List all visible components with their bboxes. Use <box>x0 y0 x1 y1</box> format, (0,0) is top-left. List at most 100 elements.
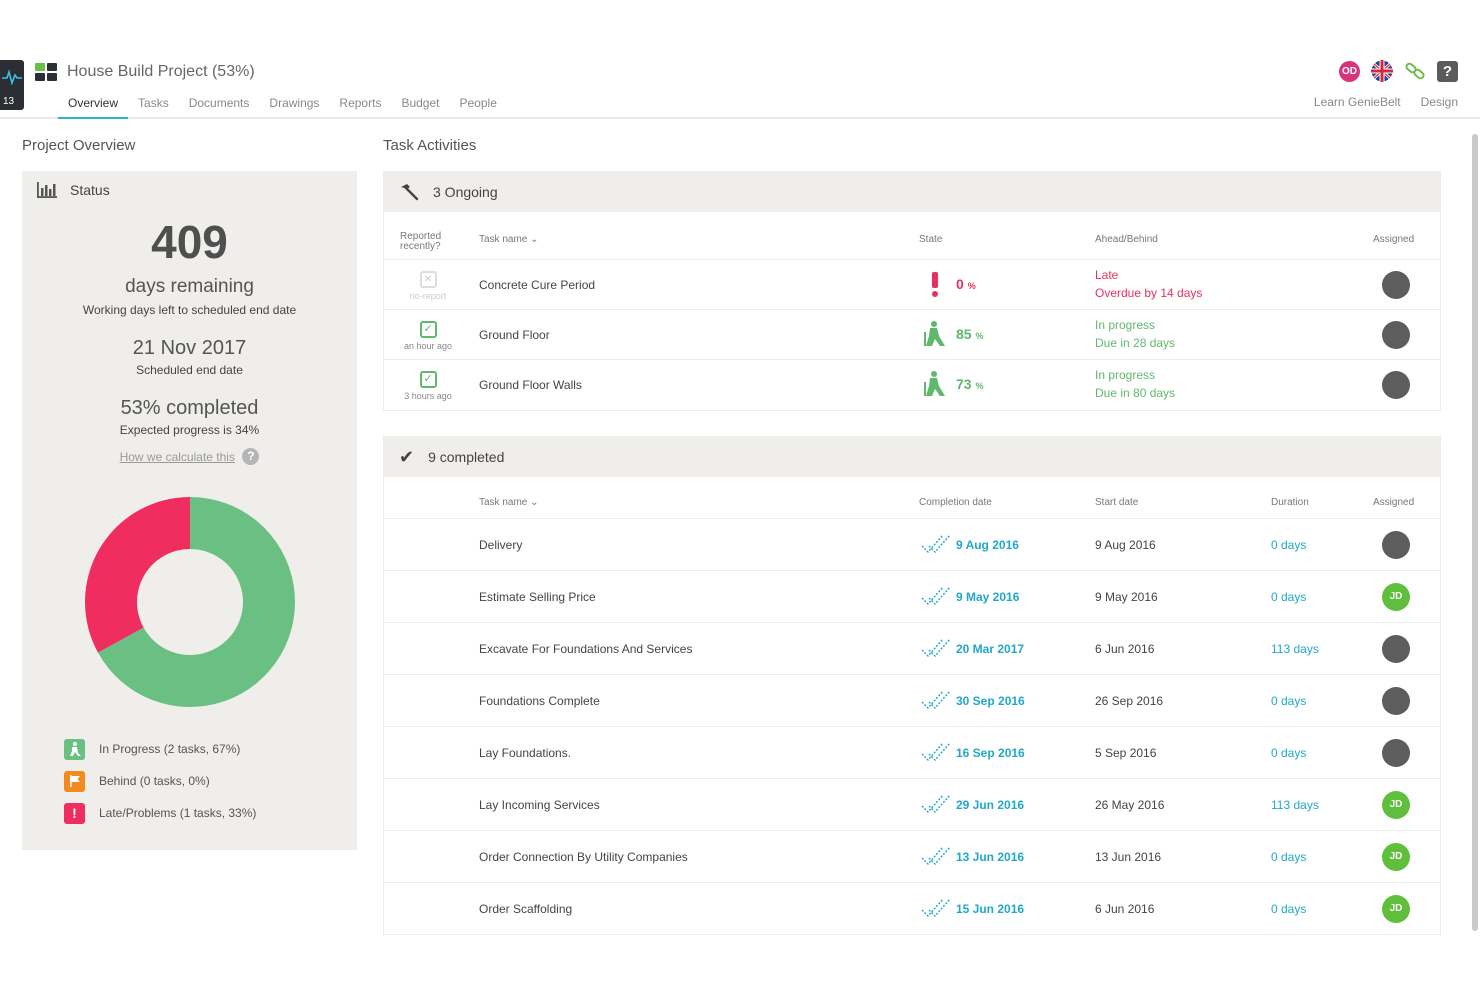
tab-drawings[interactable]: Drawings <box>269 96 320 110</box>
start-date: 9 May 2016 <box>1095 590 1158 604</box>
completed-header[interactable]: ✔ 9 completed <box>384 437 1440 477</box>
state-percent: 0 % <box>956 276 976 292</box>
col-assigned: Assigned <box>1373 234 1415 245</box>
tab-budget[interactable]: Budget <box>401 96 440 110</box>
table-row[interactable]: Foundations Complete 30 Sep 2016 26 Sep … <box>384 675 1440 727</box>
status-sub: Overdue by 14 days <box>1095 286 1203 300</box>
start-date: 26 May 2016 <box>1095 798 1165 812</box>
pulse-icon <box>2 69 22 86</box>
ongoing-title: 3 Ongoing <box>433 184 498 200</box>
col-duration: Duration <box>1271 497 1309 508</box>
task-activities-title: Task Activities <box>383 137 477 154</box>
task-name[interactable]: Foundations Complete <box>479 694 600 708</box>
task-name[interactable]: Concrete Cure Period <box>479 278 596 292</box>
tab-reports[interactable]: Reports <box>339 96 382 110</box>
learn-link[interactable]: Learn GenieBelt <box>1313 95 1401 109</box>
completed-value: 53% completed <box>120 397 259 419</box>
task-name[interactable]: Lay Incoming Services <box>479 798 600 812</box>
top-links: Learn GenieBelt Design <box>1314 95 1458 109</box>
completed-rows: Delivery 9 Aug 2016 9 Aug 2016 0 days Es… <box>384 519 1440 935</box>
task-name[interactable]: Lay Foundations. <box>479 746 572 760</box>
status-text: In progress <box>1095 318 1156 332</box>
user-avatar[interactable]: OD <box>1339 60 1360 82</box>
assignee-avatar-jd[interactable]: JD <box>1382 583 1410 611</box>
double-check-icon <box>921 896 951 923</box>
assignee-avatar-jd[interactable]: JD <box>1382 843 1410 871</box>
completed-tasks-card: ✔ 9 completed Task name ⌄ Completion dat… <box>383 436 1441 936</box>
activity-pulse-button[interactable]: 13 <box>0 60 24 110</box>
assignee-avatar-jd[interactable]: JD <box>1382 895 1410 923</box>
task-name[interactable]: Ground Floor Walls <box>479 378 582 392</box>
task-name[interactable]: Estimate Selling Price <box>479 590 596 604</box>
reported-cell: ✓ an hour ago <box>390 319 466 351</box>
table-row[interactable]: Excavate For Foundations And Services 20… <box>384 623 1440 675</box>
status-donut-chart <box>85 497 296 707</box>
task-name[interactable]: Delivery <box>479 538 523 552</box>
check-icon: ✓ <box>419 321 437 338</box>
tab-tasks[interactable]: Tasks <box>138 96 169 110</box>
assignee-avatar-jd[interactable]: JD <box>1382 791 1410 819</box>
col-task-name[interactable]: Task name ⌄ <box>479 497 539 508</box>
link-icon[interactable] <box>1404 60 1426 82</box>
days-remaining-label: days remaining <box>125 276 254 297</box>
table-row[interactable]: Lay Incoming Services 29 Jun 2016 26 May… <box>384 779 1440 831</box>
unassigned-avatar-icon[interactable] <box>1382 531 1410 559</box>
unassigned-avatar-icon[interactable] <box>1382 371 1410 399</box>
table-row[interactable]: ✓ an hour ago Ground Floor 85 % In progr… <box>384 310 1440 360</box>
double-check-icon <box>921 740 951 767</box>
help-icon[interactable]: ? <box>1437 60 1458 82</box>
status-legend: In Progress (2 tasks, 67%) Behind (0 tas… <box>64 733 256 829</box>
unassigned-avatar-icon[interactable] <box>1382 739 1410 767</box>
unassigned-avatar-icon[interactable] <box>1382 321 1410 349</box>
exclamation-icon: ! <box>64 802 85 824</box>
ahead-behind-cell: In progress Due in 80 days <box>1095 366 1175 402</box>
status-title: Status <box>70 182 110 198</box>
no-report-icon: ✕ <box>419 271 437 288</box>
col-reported: Reported recently? <box>400 231 442 252</box>
completed-title: 9 completed <box>428 449 505 465</box>
double-check-icon <box>921 844 951 871</box>
table-row[interactable]: Lay Foundations. 16 Sep 2016 5 Sep 2016 … <box>384 727 1440 779</box>
task-name[interactable]: Excavate For Foundations And Services <box>479 642 693 656</box>
table-row[interactable]: Order Scaffolding 15 Jun 2016 6 Jun 2016… <box>384 883 1440 935</box>
double-check-icon <box>921 792 951 819</box>
uk-flag-icon[interactable] <box>1371 60 1393 82</box>
ongoing-header[interactable]: 3 Ongoing <box>384 172 1440 212</box>
completion-date: 20 Mar 2017 <box>956 642 1025 656</box>
table-row[interactable]: ✕ no-report Concrete Cure Period 0 % Lat… <box>384 260 1440 310</box>
col-task-name[interactable]: Task name ⌄ <box>479 234 539 245</box>
scrollbar[interactable] <box>1472 134 1478 931</box>
ahead-behind-cell: Late Overdue by 14 days <box>1095 266 1202 302</box>
activity-count: 13 <box>3 96 15 107</box>
hammer-icon <box>401 184 419 201</box>
design-link[interactable]: Design <box>1420 95 1458 109</box>
table-row[interactable]: Order Connection By Utility Companies 13… <box>384 831 1440 883</box>
task-name[interactable]: Order Scaffolding <box>479 902 573 916</box>
app-grid-icon[interactable] <box>35 63 57 81</box>
task-name[interactable]: Order Connection By Utility Companies <box>479 850 688 864</box>
table-row[interactable]: Estimate Selling Price 9 May 2016 9 May … <box>384 571 1440 623</box>
tab-overview[interactable]: Overview <box>58 94 129 119</box>
unassigned-avatar-icon[interactable] <box>1382 687 1410 715</box>
start-date: 6 Jun 2016 <box>1095 902 1155 916</box>
task-name[interactable]: Ground Floor <box>479 328 550 342</box>
table-row[interactable]: ✓ 3 hours ago Ground Floor Walls 73 % In… <box>384 360 1440 410</box>
table-row[interactable]: Delivery 9 Aug 2016 9 Aug 2016 0 days <box>384 519 1440 571</box>
expected-progress: Expected progress is 34% <box>119 423 260 437</box>
tab-documents[interactable]: Documents <box>188 96 250 110</box>
status-header: Status <box>36 181 110 199</box>
how-we-calculate-link[interactable]: How we calculate this <box>119 450 235 464</box>
unassigned-avatar-icon[interactable] <box>1382 271 1410 299</box>
completion-date: 9 Aug 2016 <box>956 538 1019 552</box>
project-title[interactable]: House Build Project (53%) <box>67 63 255 80</box>
tab-people[interactable]: People <box>459 96 497 110</box>
worker-icon <box>921 370 949 401</box>
question-icon[interactable]: ? <box>242 448 260 466</box>
end-date-label: Scheduled end date <box>136 363 243 377</box>
duration: 0 days <box>1271 746 1307 760</box>
top-right-actions: OD ? <box>1339 60 1458 82</box>
legend-label: In Progress (2 tasks, 67%) <box>99 742 241 756</box>
unassigned-avatar-icon[interactable] <box>1382 635 1410 663</box>
donut-segment-in-progress <box>97 497 296 707</box>
completion-date: 30 Sep 2016 <box>956 694 1025 708</box>
